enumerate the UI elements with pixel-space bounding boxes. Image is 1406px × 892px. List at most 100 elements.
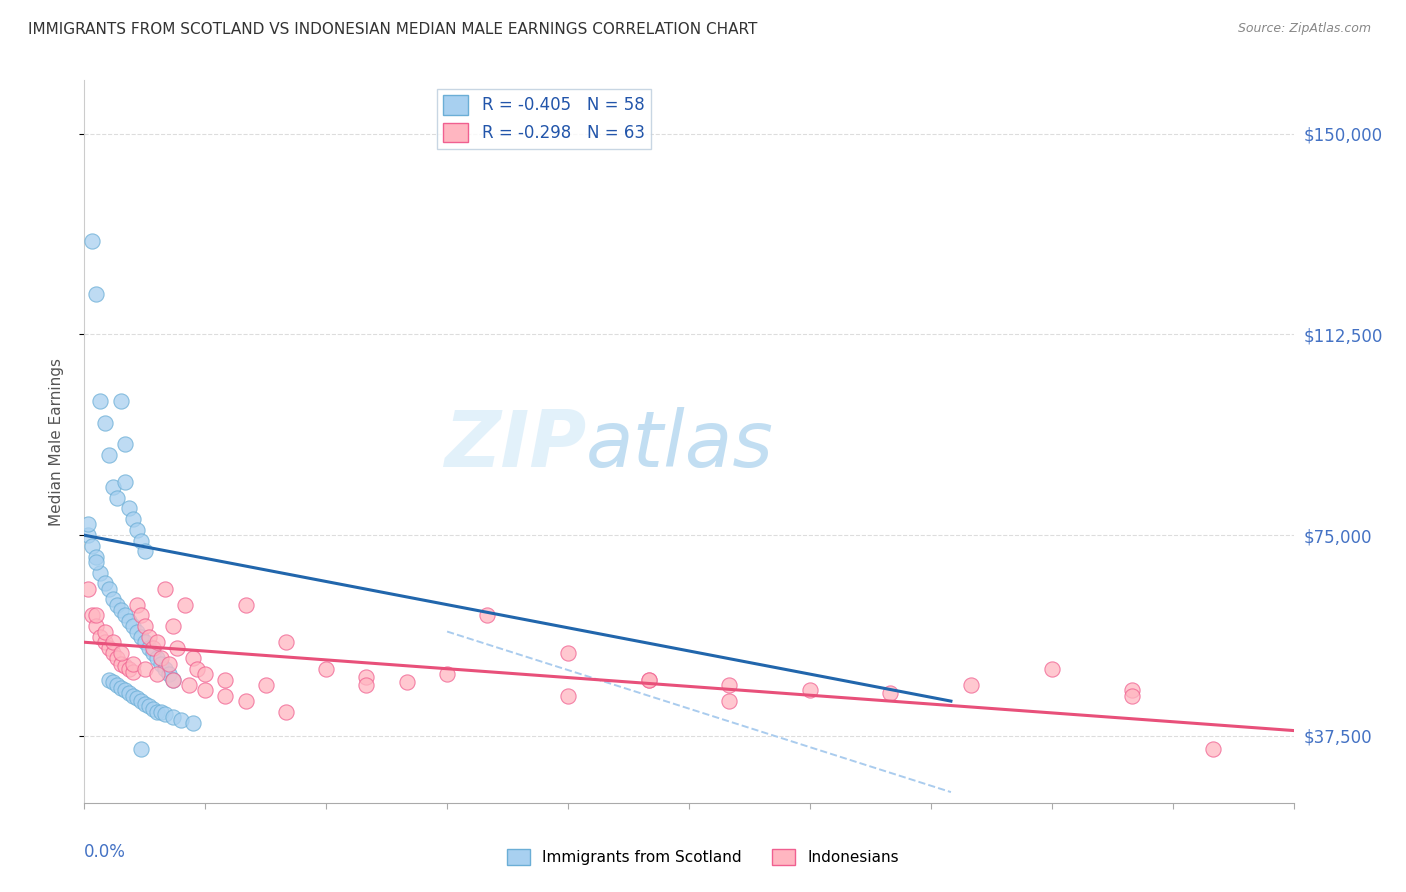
Point [82, 539, 104, 553]
Point [134, 619, 156, 633]
Point [274, 705, 297, 719]
Point [162, 673, 184, 687]
Point [105, 651, 128, 665]
Point [157, 667, 180, 681]
Point [879, 686, 901, 700]
Point [110, 603, 132, 617]
Point [142, 646, 165, 660]
Point [637, 673, 659, 687]
Point [149, 651, 172, 665]
Point [97, 582, 120, 596]
Point [134, 544, 156, 558]
Point [77, 582, 100, 596]
Text: atlas: atlas [586, 407, 775, 483]
Point [181, 651, 204, 665]
Point [129, 533, 152, 548]
Point [86, 555, 108, 569]
Point [93, 635, 115, 649]
Point [186, 662, 208, 676]
Point [118, 662, 141, 676]
Point [118, 614, 141, 628]
Text: ZIP: ZIP [444, 407, 586, 483]
Point [125, 598, 148, 612]
Point [89, 394, 111, 409]
Point [101, 592, 124, 607]
Point [97, 448, 120, 462]
Point [637, 673, 659, 687]
Point [436, 667, 458, 681]
Point [146, 667, 169, 681]
Point [121, 657, 143, 671]
Point [97, 673, 120, 687]
Point [114, 475, 136, 489]
Point [162, 673, 184, 687]
Point [166, 640, 188, 655]
Point [138, 699, 160, 714]
Point [235, 598, 257, 612]
Point [356, 670, 378, 684]
Text: 0.0%: 0.0% [84, 843, 127, 861]
Point [89, 630, 111, 644]
Point [162, 710, 184, 724]
Point [134, 662, 156, 676]
Point [274, 635, 297, 649]
Point [153, 662, 176, 676]
Point [101, 480, 124, 494]
Point [153, 582, 176, 596]
Point [153, 707, 176, 722]
Point [110, 394, 132, 409]
Point [162, 619, 184, 633]
Point [799, 683, 821, 698]
Point [86, 549, 108, 564]
Legend: Immigrants from Scotland, Indonesians: Immigrants from Scotland, Indonesians [501, 843, 905, 871]
Point [146, 635, 169, 649]
Point [214, 689, 236, 703]
Point [77, 528, 100, 542]
Point [82, 234, 104, 248]
Point [118, 686, 141, 700]
Point [179, 678, 201, 692]
Point [157, 657, 180, 671]
Point [718, 678, 741, 692]
Point [146, 651, 169, 665]
Point [1121, 683, 1143, 698]
Point [125, 624, 148, 639]
Point [129, 694, 152, 708]
Point [101, 675, 124, 690]
Point [114, 437, 136, 451]
Point [146, 705, 169, 719]
Point [477, 608, 499, 623]
Point [194, 667, 217, 681]
Point [142, 702, 165, 716]
Point [114, 608, 136, 623]
Point [110, 657, 132, 671]
Point [125, 523, 148, 537]
Point [170, 713, 193, 727]
Point [1121, 689, 1143, 703]
Point [101, 635, 124, 649]
Point [181, 715, 204, 730]
Point [105, 598, 128, 612]
Point [110, 681, 132, 695]
Point [142, 640, 165, 655]
Point [89, 566, 111, 580]
Point [125, 691, 148, 706]
Point [82, 608, 104, 623]
Point [101, 646, 124, 660]
Point [395, 675, 418, 690]
Point [105, 678, 128, 692]
Point [149, 705, 172, 719]
Point [174, 598, 197, 612]
Point [235, 694, 257, 708]
Y-axis label: Median Male Earnings: Median Male Earnings [49, 358, 63, 525]
Point [121, 619, 143, 633]
Point [114, 683, 136, 698]
Point [149, 657, 172, 671]
Point [194, 683, 217, 698]
Point [93, 416, 115, 430]
Point [129, 630, 152, 644]
Point [315, 662, 337, 676]
Legend: R = -0.405   N = 58, R = -0.298   N = 63: R = -0.405 N = 58, R = -0.298 N = 63 [436, 88, 651, 149]
Point [557, 646, 579, 660]
Point [93, 624, 115, 639]
